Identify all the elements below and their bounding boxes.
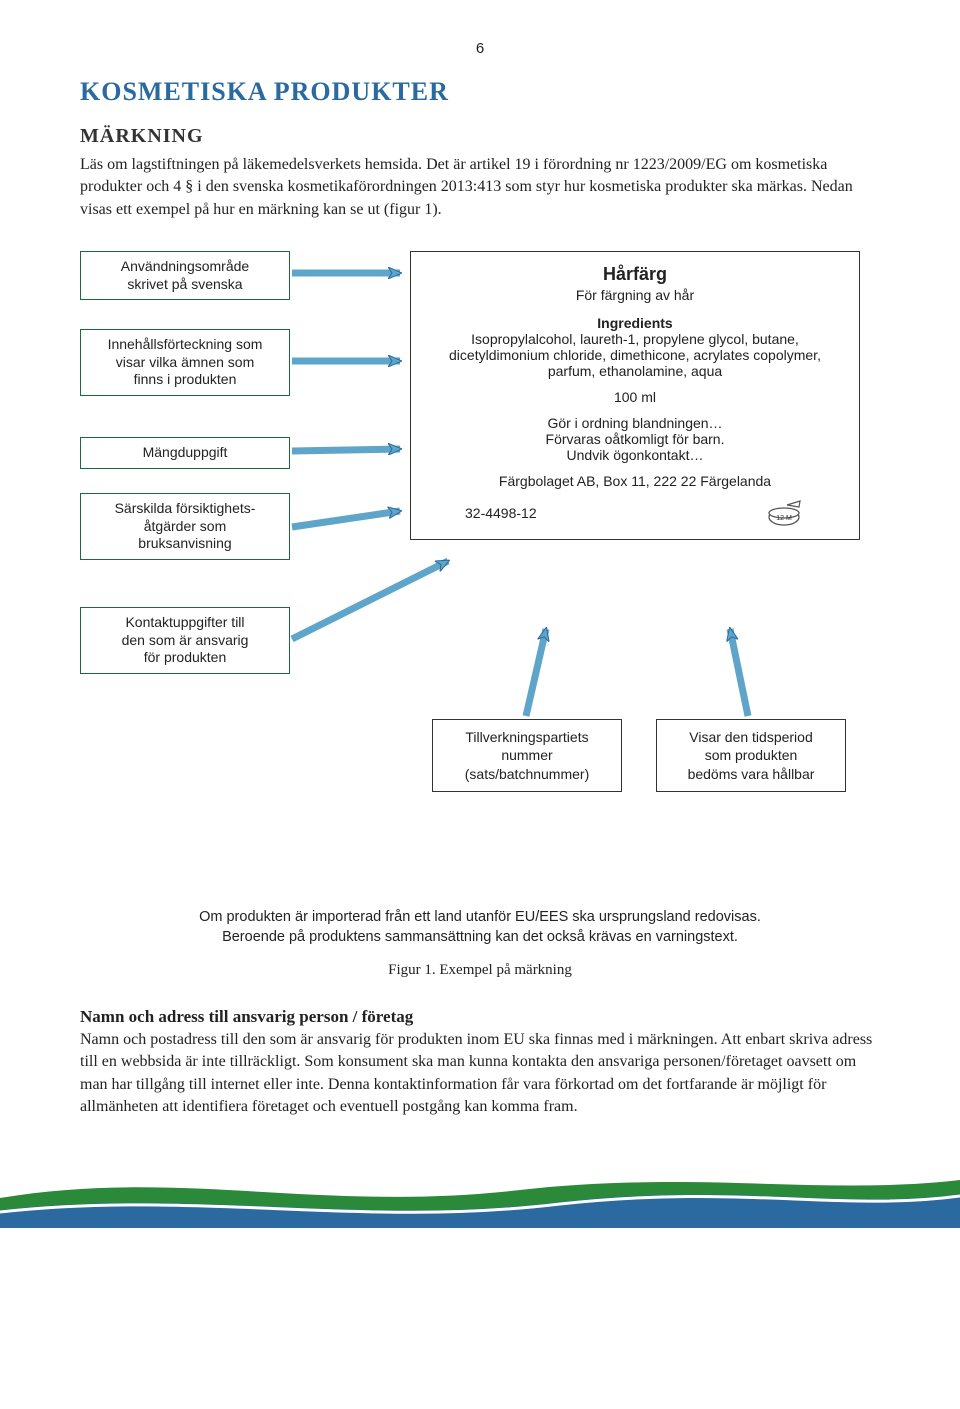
ingredients-heading: Ingredients (425, 315, 845, 331)
product-subtitle: För färgning av hår (425, 287, 845, 303)
label-contact: Kontaktuppgifter tillden som är ansvarig… (80, 607, 290, 674)
figure-caption: Figur 1. Exempel på märkning (80, 962, 880, 979)
page-subtitle: MÄRKNING (80, 125, 880, 148)
product-panel: Hårfärg För färgning av hår Ingredients … (410, 251, 860, 540)
section-body: Namn och postadress till den som är ansv… (80, 1029, 880, 1119)
batch-explain-box: Tillverkningspartietsnummer(sats/batchnu… (432, 719, 622, 792)
instruction-line-1: Gör i ordning blandningen… (425, 415, 845, 431)
pao-icon: 12 M (763, 499, 805, 527)
instruction-line-2: Förvaras oåtkomligt för barn. (425, 431, 845, 447)
intro-paragraph: Läs om lagstiftningen på läkemedelsverke… (80, 154, 880, 221)
pao-explain-box: Visar den tidsperiodsom produktenbedöms … (656, 719, 846, 792)
caption-line-1: Om produkten är importerad från ett land… (199, 909, 761, 925)
section-heading: Namn och adress till ansvarig person / f… (80, 1007, 880, 1027)
instruction-line-3: Undvik ögonkontakt… (425, 447, 845, 463)
label-usage: Användningsområdeskrivet på svenska (80, 251, 290, 300)
label-amount: Mängduppgift (80, 437, 290, 469)
label-ingredients: Innehållsförteckning somvisar vilka ämne… (80, 329, 290, 396)
ingredients-text: Isopropylalcohol, laureth-1, propylene g… (425, 331, 845, 379)
svg-text:12 M: 12 M (776, 515, 792, 522)
batch-number: 32-4498-12 (465, 505, 537, 521)
caption-line-2: Beroende på produktens sammansättning ka… (222, 929, 738, 945)
page-title: KOSMETISKA PRODUKTER (80, 77, 880, 107)
labelling-diagram: Användningsområdeskrivet på svenska Inne… (80, 251, 880, 891)
label-precautions: Särskilda försiktighets-åtgärder sombruk… (80, 493, 290, 560)
company-line: Färgbolaget AB, Box 11, 222 22 Färgeland… (425, 473, 845, 489)
product-title: Hårfärg (425, 264, 845, 285)
footer-wave-decoration (0, 1158, 960, 1228)
amount-text: 100 ml (425, 389, 845, 405)
page-number: 6 (80, 40, 880, 57)
